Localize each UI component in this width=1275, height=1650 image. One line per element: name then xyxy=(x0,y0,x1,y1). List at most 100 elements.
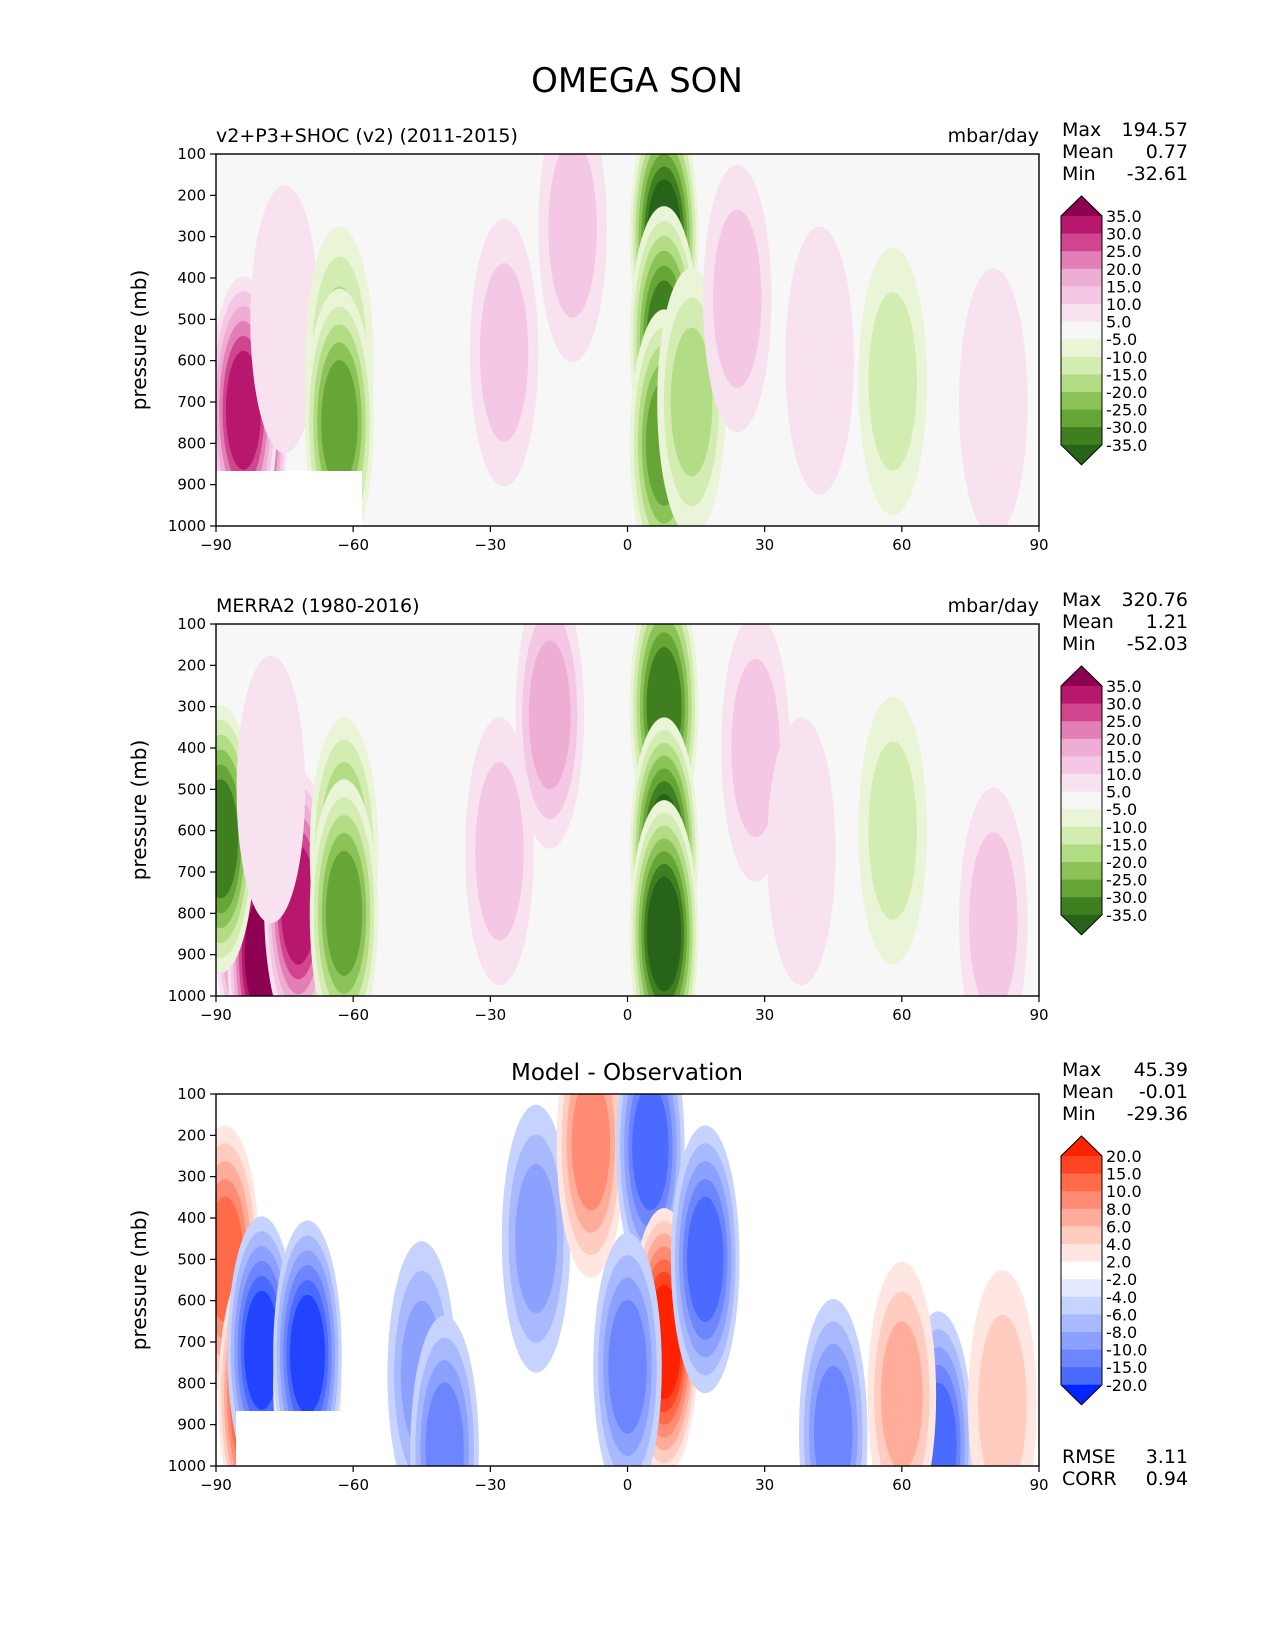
panel-difference: Model - Observation 10020030040050060070… xyxy=(127,1059,1188,1494)
colorbar-segment xyxy=(1061,844,1102,863)
stat-min-label: Min xyxy=(1062,1103,1096,1125)
x-tick-label: 0 xyxy=(623,1006,633,1024)
x-axis: −90 −60 −30 0 30 60 90 xyxy=(200,526,1049,554)
stat-min-value: -52.03 xyxy=(1127,633,1188,655)
contour-band xyxy=(687,1196,724,1322)
contour-band xyxy=(571,1094,611,1211)
colorbar-tick-label: 4.0 xyxy=(1106,1235,1131,1254)
colorbar-tick-label: 25.0 xyxy=(1106,242,1142,261)
metrics-block: RMSE 3.11 CORR 0.94 xyxy=(1062,1446,1188,1490)
stat-mean-value: 1.21 xyxy=(1146,611,1188,633)
panel-observation: MERRA2 (1980-2016) mbar/day 100200300400… xyxy=(127,589,1188,1024)
colorbar-tick-label: -30.0 xyxy=(1106,418,1147,437)
colorbar-tick-label: -20.0 xyxy=(1106,1376,1147,1395)
y-axis: 100 200 300 400 500 600 700 800 900 1000 xyxy=(168,615,216,1005)
figure-title: OMEGA SON xyxy=(531,61,743,101)
colorbar-segment xyxy=(1061,1261,1102,1280)
x-tick-label: 0 xyxy=(623,1476,633,1494)
y-axis-label: pressure (mb) xyxy=(127,270,151,411)
metric-rmse-value: 3.11 xyxy=(1146,1446,1188,1468)
colorbar-segment xyxy=(1061,862,1102,880)
y-tick-label: 500 xyxy=(177,310,206,328)
colorbar-tick-label: -15.0 xyxy=(1106,835,1147,854)
contour-band xyxy=(670,327,713,477)
colorbar-tick-label: -35.0 xyxy=(1106,436,1147,455)
x-tick-label: −90 xyxy=(200,536,232,554)
x-tick-label: −90 xyxy=(200,1476,232,1494)
stat-mean-label: Mean xyxy=(1062,611,1114,633)
x-tick-label: −60 xyxy=(337,536,369,554)
x-tick-label: 90 xyxy=(1029,536,1048,554)
x-tick-label: −60 xyxy=(337,1476,369,1494)
x-axis: −90 −60 −30 0 30 60 90 xyxy=(200,996,1049,1024)
colorbar-segment xyxy=(1061,879,1102,898)
colorbar-tick-label: -4.0 xyxy=(1106,1288,1137,1307)
colorbar-tick-label: 5.0 xyxy=(1106,313,1131,332)
y-tick-label: 800 xyxy=(177,434,206,452)
contour-band xyxy=(216,779,239,899)
y-axis: 100 200 300 400 500 600 700 800 900 1000 xyxy=(168,145,216,535)
contour-band xyxy=(528,640,571,790)
colorbar-tick-label: -15.0 xyxy=(1106,365,1147,384)
colorbar-tick-label: 6.0 xyxy=(1106,1217,1131,1236)
stat-min-label: Min xyxy=(1062,633,1096,655)
y-tick-label: 500 xyxy=(177,1250,206,1268)
colorbar-tick-label: 20.0 xyxy=(1106,1147,1142,1166)
contour-band xyxy=(958,268,1028,526)
y-tick-label: 1000 xyxy=(168,1457,206,1475)
contour-band xyxy=(548,154,597,318)
x-tick-label: 60 xyxy=(892,1006,911,1024)
colorbar-segment xyxy=(1061,304,1102,322)
panel-units: mbar/day xyxy=(948,125,1039,147)
colorbar-tick-label: 5.0 xyxy=(1106,783,1131,802)
colorbar-cap-bottom xyxy=(1061,1384,1102,1405)
x-tick-label: 30 xyxy=(755,1006,774,1024)
contour-band xyxy=(632,1094,669,1211)
colorbar-cap-bottom xyxy=(1061,444,1102,465)
colorbar-tick-label: -30.0 xyxy=(1106,888,1147,907)
colorbar-segment xyxy=(1061,356,1102,375)
panel-units: mbar/day xyxy=(948,595,1039,617)
colorbar-tick-label: 10.0 xyxy=(1106,765,1142,784)
x-tick-label: 0 xyxy=(623,536,633,554)
panel-title: Model - Observation xyxy=(511,1060,743,1086)
contour-field xyxy=(216,624,1028,996)
stats-block: Max 320.76 Mean 1.21 Min -52.03 xyxy=(1062,589,1188,655)
colorbar-cap-top xyxy=(1061,196,1102,216)
contour-band xyxy=(289,1294,325,1414)
contour-band xyxy=(244,1290,280,1410)
y-tick-label: 900 xyxy=(177,946,206,964)
colorbar-segment xyxy=(1061,374,1102,393)
y-tick-label: 300 xyxy=(177,228,206,246)
x-tick-label: −60 xyxy=(337,1006,369,1024)
x-tick-label: 60 xyxy=(892,536,911,554)
colorbar: 35.030.025.020.015.010.05.0-5.0-10.0-15.… xyxy=(1060,665,1147,936)
colorbar-tick-label: 20.0 xyxy=(1106,260,1142,279)
contour-band xyxy=(479,263,529,442)
colorbar-tick-label: 2.0 xyxy=(1106,1253,1131,1272)
stat-max-label: Max xyxy=(1062,1059,1101,1081)
contour-band xyxy=(713,209,762,388)
y-tick-label: 200 xyxy=(177,186,206,204)
y-axis-label: pressure (mb) xyxy=(127,740,151,881)
missing-data-mask xyxy=(216,471,362,526)
colorbar-tick-label: 8.0 xyxy=(1106,1200,1131,1219)
contour-band xyxy=(475,762,524,941)
colorbar-cap-bottom xyxy=(1061,914,1102,935)
contour-band xyxy=(969,832,1018,996)
y-tick-label: 400 xyxy=(177,269,206,287)
colorbar-segment xyxy=(1061,686,1102,704)
colorbar-segment xyxy=(1061,1279,1102,1298)
y-tick-label: 700 xyxy=(177,393,206,411)
panel-model: v2+P3+SHOC (v2) (2011-2015) mbar/day 100… xyxy=(127,119,1188,554)
colorbar-tick-label: -5.0 xyxy=(1106,800,1137,819)
colorbar-segment xyxy=(1061,1156,1102,1174)
colorbar-tick-label: -6.0 xyxy=(1106,1305,1137,1324)
colorbar-segment xyxy=(1061,1173,1102,1192)
colorbar-segment xyxy=(1061,756,1102,775)
colorbar-segment xyxy=(1061,1244,1102,1262)
colorbar-tick-label: -25.0 xyxy=(1106,401,1147,420)
x-tick-label: −30 xyxy=(475,536,507,554)
colorbar-segment xyxy=(1061,392,1102,410)
